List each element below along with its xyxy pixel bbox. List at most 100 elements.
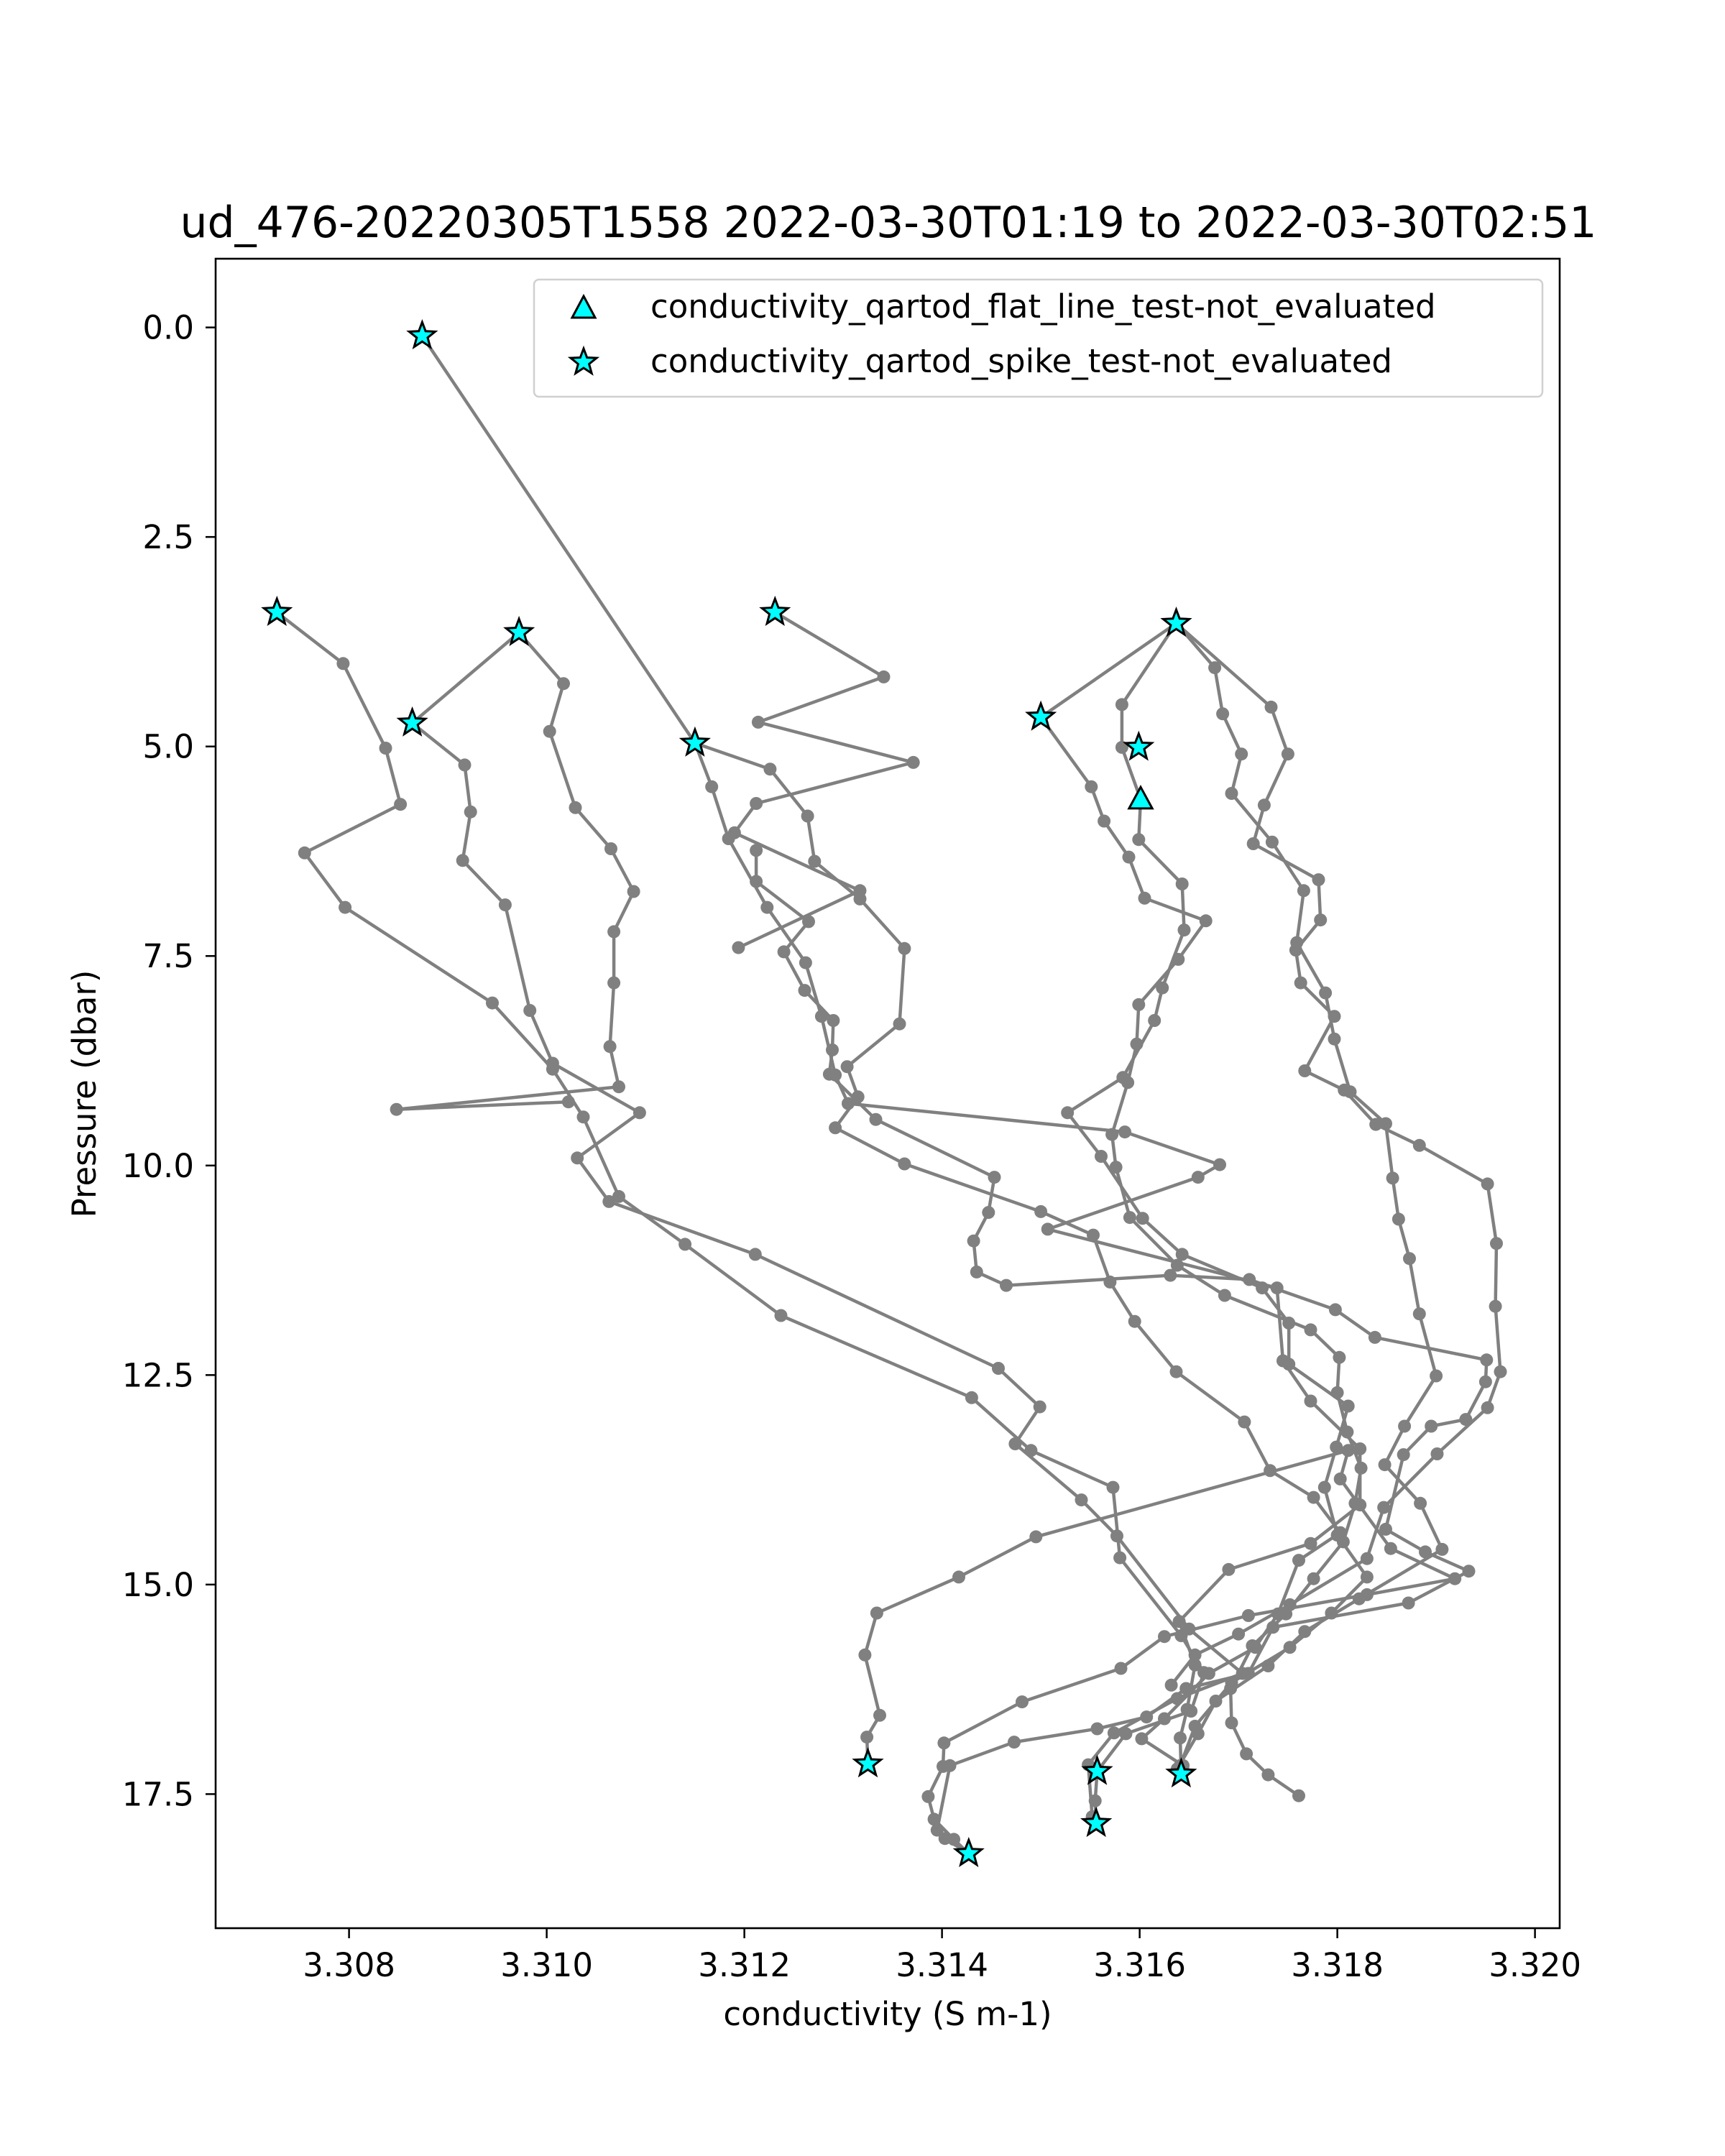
spike-test-star-marker — [678, 726, 711, 757]
data-point — [1330, 1440, 1343, 1454]
data-point — [1341, 1399, 1355, 1413]
data-point — [799, 956, 812, 969]
data-point — [1085, 780, 1098, 793]
series-line — [1039, 622, 1369, 1766]
data-point — [1419, 1545, 1432, 1559]
data-point — [543, 724, 556, 738]
data-point — [1281, 747, 1294, 761]
data-point — [1132, 833, 1146, 847]
data-point — [607, 925, 621, 939]
data-point — [1435, 1542, 1449, 1556]
data-point — [1180, 1703, 1194, 1716]
data-point — [1298, 1064, 1312, 1077]
data-point — [1425, 1419, 1438, 1433]
data-point — [1240, 1747, 1254, 1761]
data-point — [1119, 1727, 1133, 1741]
data-point — [1135, 1732, 1149, 1746]
series-9 — [1034, 710, 1368, 1802]
data-point — [1317, 1480, 1331, 1494]
data-point — [921, 1789, 935, 1803]
data-point — [1114, 1662, 1128, 1675]
data-point — [877, 670, 891, 683]
data-point — [705, 780, 719, 793]
data-point — [1403, 1252, 1416, 1266]
data-point — [1105, 1128, 1119, 1141]
data-point — [1095, 1150, 1108, 1163]
data-point — [1123, 1211, 1136, 1225]
y-axis-label: Pressure (dbar) — [65, 970, 104, 1218]
data-point — [1246, 837, 1260, 850]
data-point — [1225, 787, 1238, 800]
data-point — [1109, 1161, 1123, 1174]
data-point — [750, 797, 763, 810]
data-point — [727, 826, 741, 839]
data-point — [602, 1194, 616, 1208]
data-point — [750, 875, 763, 888]
data-point — [822, 1067, 836, 1081]
data-point — [1222, 1562, 1236, 1576]
data-point — [464, 805, 477, 819]
data-point — [1188, 1648, 1202, 1662]
data-point — [1000, 1279, 1013, 1292]
data-point — [1235, 747, 1248, 761]
data-point — [801, 809, 814, 823]
legend: conductivity_qartod_flat_line_test-not_e… — [533, 278, 1544, 398]
data-point — [576, 1110, 590, 1124]
data-point — [561, 1095, 575, 1109]
data-point — [1175, 1248, 1189, 1261]
spike-test-star-marker — [852, 1747, 884, 1778]
y-tick-label: 2.5 — [142, 518, 194, 556]
data-point — [1377, 1501, 1391, 1514]
data-point — [1292, 1789, 1305, 1802]
data-point — [898, 941, 911, 955]
legend-star-icon — [567, 345, 600, 376]
spike-test-star-marker — [396, 706, 428, 737]
data-point — [1340, 1425, 1354, 1439]
data-point — [1209, 1695, 1223, 1708]
data-point — [858, 1648, 872, 1662]
data-point — [1402, 1596, 1415, 1610]
data-point — [1087, 1228, 1100, 1242]
data-point — [1156, 981, 1169, 995]
data-point — [1297, 884, 1310, 898]
data-point — [1430, 1369, 1443, 1383]
data-point — [930, 1823, 944, 1837]
y-tick-label: 15.0 — [122, 1566, 194, 1604]
data-point — [486, 996, 499, 1010]
data-point — [571, 1151, 584, 1165]
data-point — [1369, 1118, 1383, 1131]
data-point — [827, 1014, 840, 1027]
data-point — [1191, 1171, 1205, 1184]
data-point — [1103, 1275, 1117, 1289]
data-point — [1216, 707, 1230, 721]
data-point — [1175, 877, 1189, 890]
data-point — [748, 1248, 762, 1261]
data-point — [1213, 1158, 1226, 1171]
data-point — [1312, 873, 1325, 887]
data-point — [1282, 1317, 1296, 1330]
data-point — [1115, 698, 1128, 711]
data-point — [1136, 1212, 1149, 1225]
data-point — [1330, 1529, 1344, 1542]
series-7 — [750, 844, 1494, 1861]
data-point — [1029, 1530, 1043, 1544]
data-point — [1304, 1537, 1317, 1550]
data-point — [1016, 1695, 1029, 1709]
data-point — [1398, 1419, 1412, 1433]
data-point — [1008, 1437, 1022, 1450]
data-point — [1172, 1615, 1186, 1628]
data-point — [498, 898, 512, 912]
data-point — [1107, 1726, 1121, 1740]
data-point — [1238, 1415, 1251, 1429]
data-point — [829, 1121, 842, 1135]
data-point — [1392, 1212, 1405, 1226]
data-point — [557, 677, 570, 691]
spike-test-star-marker — [503, 615, 535, 646]
data-point — [1304, 1394, 1317, 1408]
data-point — [798, 984, 811, 998]
data-point — [1386, 1171, 1399, 1185]
data-point — [1261, 1768, 1275, 1782]
data-point — [1352, 1592, 1366, 1606]
data-point — [1241, 1609, 1255, 1622]
data-point — [860, 1731, 874, 1744]
